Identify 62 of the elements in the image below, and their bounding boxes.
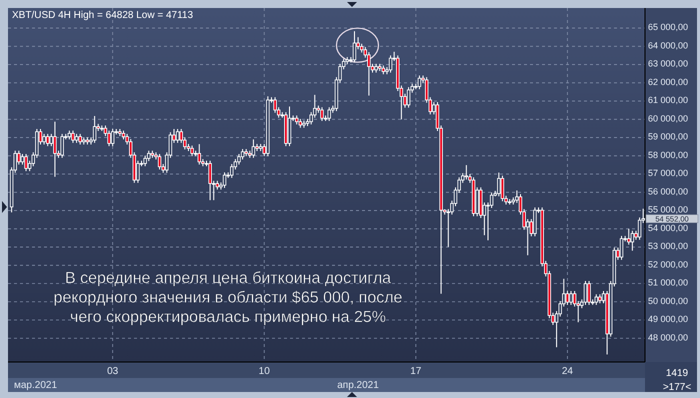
candlestick [273,96,277,114]
text: мар.2021 [14,380,58,391]
text: 1419 [666,368,689,379]
candlestick [78,133,82,145]
y-tick-label: 51 000,00 [648,278,688,288]
candlestick [630,230,634,252]
y-tick-label: 57 000,00 [648,168,688,178]
y-tick-label: 60 000,00 [648,113,688,124]
candlestick [92,116,96,144]
y-tick-label: 54 000,00 [648,222,688,233]
y-tick-label: 48 000,00 [648,332,688,342]
text: апр.2021 [337,380,380,391]
y-tick-label: 56 000,00 [648,186,688,196]
candlestick [222,172,226,188]
candlestick [208,160,212,201]
candlestick [566,290,570,306]
candlestick [24,153,28,172]
candlestick [594,294,598,306]
y-tick-label: 62 000,00 [648,76,688,87]
y-tick-label: 55 000,00 [648,204,688,215]
y-tick-label: 58 000,00 [648,150,688,160]
candlestick [158,153,162,170]
candlestick [406,86,410,108]
y-tick-label: 49 000,00 [648,314,688,324]
candlestick [20,153,24,166]
candlestick [147,150,150,162]
x-tick-label: 03 [107,366,119,377]
x-tick-label: 24 [562,366,574,377]
candlestick [388,54,392,74]
candlestick [190,145,194,157]
candlestick [46,133,50,147]
y-tick-label: 63 000,00 [648,58,688,69]
x-tick-label: 10 [258,366,270,377]
candlestick [176,128,180,144]
candlestick [320,106,324,122]
candlestick [464,164,468,180]
candlestick [198,144,201,166]
candlestick [497,172,501,197]
candlestick [252,138,256,158]
candlestick [627,228,630,246]
y-tick-label: 65 000,00 [648,22,688,32]
x-tick-label: 17 [410,366,422,377]
chart-title: XBT/USD 4H High = 64828 Low = 47113 [12,10,194,21]
annotation: В середине апреля цена биткоина достигла рекордного значения в области $65 000, после чего скорректировалась примерно на 25% [54,270,403,326]
y-tick-label: 61 000,00 [648,95,688,106]
y-tick-label: 52 000,00 [648,259,688,270]
candlestick [71,130,75,144]
candlestick [500,175,504,202]
candlestick [42,133,46,145]
y-tick-label: 50 000,00 [648,296,688,306]
y-tick-label: 53 000,00 [648,241,688,252]
candlestick [587,280,591,306]
candlestick [328,106,331,122]
candlestick [60,133,64,158]
candlestick [53,121,57,178]
y-tick-label: 59 000,00 [648,132,688,142]
candlestick [620,235,624,260]
candlestick [533,206,537,237]
text: >177< [662,382,692,393]
candlestick [418,75,422,90]
y-tick-label: 64 000,00 [648,40,688,50]
candlestick [110,128,114,147]
